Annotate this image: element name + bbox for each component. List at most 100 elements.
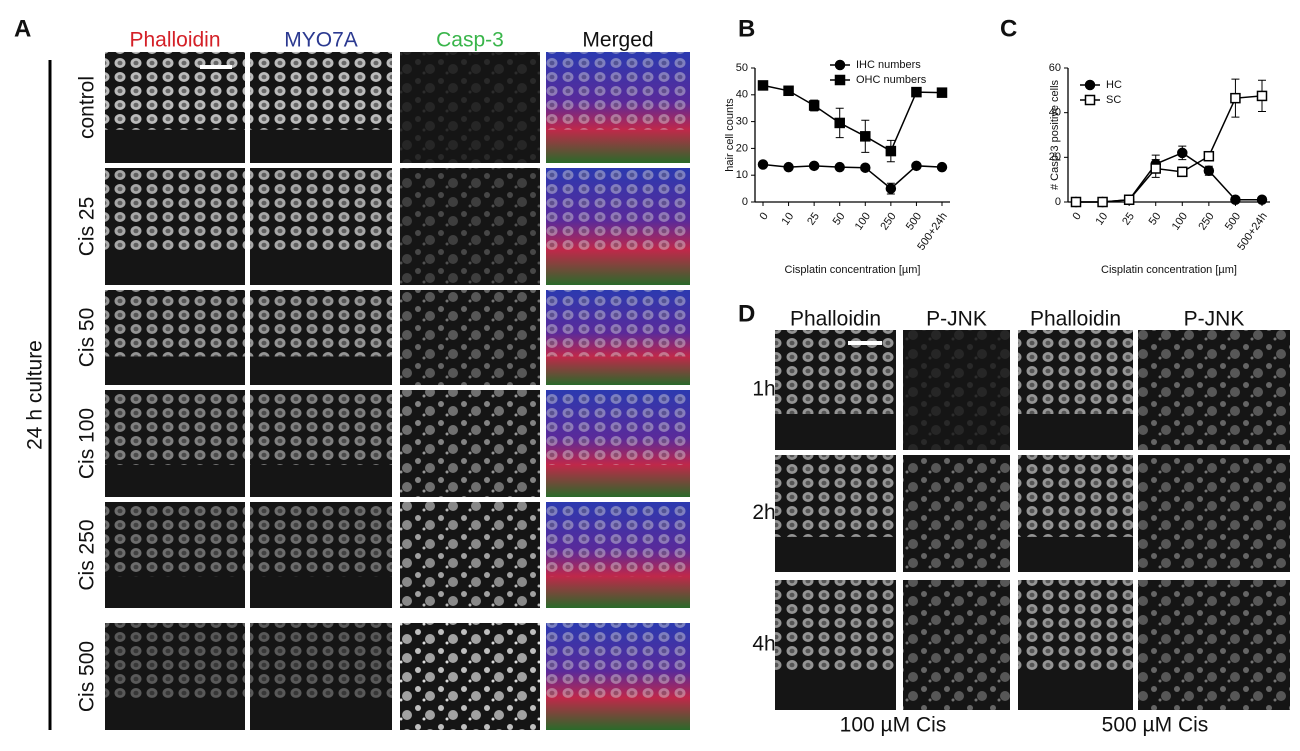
legend-label: IHC numbers — [856, 59, 921, 71]
data-point — [885, 145, 897, 157]
panel-letter: A — [14, 15, 31, 42]
y-tick-label: 50 — [736, 62, 748, 74]
y-axis-label: hair cell counts — [724, 98, 736, 172]
data-point — [808, 100, 820, 111]
panel-letter: C — [1000, 15, 1017, 42]
x-tick-label: 25 — [1120, 211, 1137, 228]
micrograph-texture — [250, 390, 392, 465]
data-point — [1230, 92, 1241, 104]
data-point — [757, 80, 769, 91]
legend-label: HC — [1106, 79, 1122, 91]
micrograph-texture — [400, 52, 540, 163]
y-axis-label: # Casp-3 positive cells — [1049, 79, 1061, 190]
x-axis-label: Cisplatin concentration [µm] — [1101, 264, 1237, 276]
legend-marker — [834, 74, 846, 86]
data-point — [1150, 163, 1161, 174]
micrograph-texture — [250, 52, 392, 130]
column-header: Phalloidin — [790, 308, 881, 331]
data-point — [936, 161, 948, 173]
x-tick-label: 100 — [853, 211, 873, 233]
legend-label: SC — [1106, 94, 1121, 106]
column-header: Phalloidin — [1030, 308, 1121, 331]
x-tick-label: 50 — [1147, 211, 1164, 228]
data-point — [885, 183, 897, 194]
micrograph-texture — [546, 52, 690, 130]
legend-label: OHC numbers — [856, 74, 927, 86]
row-label: 4h — [752, 633, 775, 656]
y-tick-label: 20 — [1049, 151, 1061, 163]
micrograph-texture — [546, 502, 690, 577]
micrograph-texture — [105, 290, 245, 357]
x-tick-label: 0 — [1070, 211, 1083, 223]
legend-marker — [1084, 79, 1096, 91]
micrograph-texture — [250, 290, 392, 357]
side-label: 24 h culture — [24, 340, 47, 450]
data-point — [834, 117, 845, 129]
x-tick-label: 25 — [805, 211, 822, 228]
data-point — [911, 86, 922, 98]
x-tick-label: 0 — [757, 211, 770, 223]
row-label: Cis 100 — [76, 408, 99, 479]
micrograph-texture — [105, 623, 245, 698]
micrograph-texture — [1018, 330, 1133, 414]
panel-letter: D — [738, 300, 755, 327]
micrograph-texture — [250, 502, 392, 577]
group-label: 500 µM Cis — [1102, 714, 1209, 737]
column-header: P-JNK — [926, 308, 987, 331]
y-tick-label: 0 — [742, 196, 748, 208]
data-point — [757, 159, 769, 170]
row-label: Cis 25 — [76, 197, 99, 257]
x-tick-label: 10 — [780, 211, 797, 228]
micrograph-texture — [400, 290, 540, 385]
row-label: 1h — [752, 378, 775, 401]
x-tick-label: 500 — [1223, 211, 1243, 233]
micrograph-texture — [1138, 455, 1290, 572]
legend-marker — [1084, 94, 1096, 106]
x-tick-label: 250 — [878, 211, 898, 233]
x-tick-label: 250 — [1196, 211, 1216, 233]
data-point — [834, 161, 845, 173]
y-tick-label: 60 — [1049, 62, 1061, 74]
micrograph-texture — [105, 168, 245, 250]
data-point — [1097, 196, 1108, 208]
micrograph-texture — [903, 580, 1010, 710]
micrograph-texture — [775, 580, 896, 671]
x-tick-label: 10 — [1094, 211, 1111, 228]
data-point — [808, 160, 820, 172]
column-header: Casp-3 — [436, 29, 504, 52]
y-tick-label: 30 — [736, 116, 748, 128]
data-point — [911, 160, 922, 172]
micrograph-texture — [546, 290, 690, 357]
micrograph-texture — [1018, 580, 1133, 671]
micrograph-texture — [1018, 455, 1133, 537]
micrograph-texture — [903, 330, 1010, 450]
data-point — [1230, 194, 1241, 206]
data-point — [1070, 196, 1082, 208]
y-tick-label: 20 — [736, 142, 748, 154]
data-point — [860, 162, 871, 173]
data-point — [1203, 150, 1215, 162]
micrograph-texture — [546, 168, 690, 250]
micrograph-texture — [400, 502, 540, 608]
data-point — [783, 85, 794, 97]
column-header: Phalloidin — [129, 29, 220, 52]
data-point — [783, 161, 794, 173]
data-point — [860, 131, 871, 142]
panel-letter: B — [738, 15, 755, 42]
micrograph-texture — [400, 390, 540, 497]
y-tick-label: 40 — [1049, 107, 1061, 119]
data-point — [1256, 194, 1268, 206]
row-label: control — [76, 76, 99, 139]
micrograph-texture — [105, 52, 245, 130]
line — [1076, 95, 1263, 203]
y-tick-label: 10 — [736, 169, 748, 181]
column-header: P-JNK — [1184, 308, 1245, 331]
data-point — [936, 87, 948, 98]
row-label: 2h — [752, 501, 775, 524]
micrograph-texture — [903, 455, 1010, 572]
row-label: Cis 250 — [76, 519, 99, 590]
y-tick-label: 40 — [736, 89, 748, 101]
x-axis-label: Cisplatin concentration [µm] — [785, 264, 921, 276]
